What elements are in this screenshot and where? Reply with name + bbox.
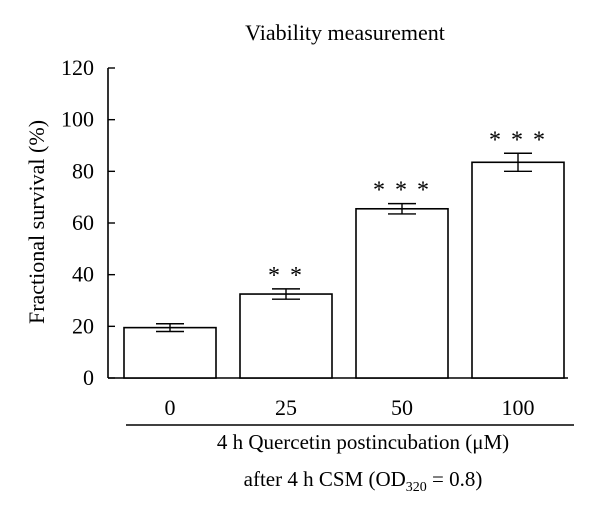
y-tick-label: 20 bbox=[72, 313, 94, 338]
x-tick-label-25: 25 bbox=[275, 395, 297, 420]
bar-100 bbox=[471, 161, 565, 379]
x-axis-label-line1-text: 4 h Quercetin postincubation (μM) bbox=[217, 430, 509, 454]
y-tick-label: 120 bbox=[61, 55, 94, 80]
x-axis-label-line2: after 4 h CSM (OD320 = 0.8) bbox=[244, 467, 483, 495]
y-tick-label: 40 bbox=[72, 262, 94, 287]
y-axis-label: Fractional survival (%) bbox=[24, 120, 49, 324]
x-tick-label-100: 100 bbox=[502, 395, 535, 420]
bar-50 bbox=[355, 207, 449, 379]
x-axis-label-line1: 4 h Quercetin postincubation (μM) bbox=[217, 430, 509, 454]
y-tick-label: 80 bbox=[72, 158, 94, 183]
x-axis-label-line2-subscript: 320 bbox=[406, 480, 427, 495]
x-tick-label-0: 0 bbox=[165, 395, 176, 420]
x-axis-label-line2-suffix: = 0.8) bbox=[427, 467, 483, 491]
y-tick-label: 100 bbox=[61, 107, 94, 132]
bar-0 bbox=[123, 326, 217, 379]
plot-area: 0 20 40 60 80 100 120 0 * * 25 * * * 50 * * * 100 bbox=[61, 55, 574, 426]
significance-marker-50: * * * bbox=[373, 178, 431, 204]
significance-marker-100: * * * bbox=[489, 127, 547, 153]
significance-marker-25: * * bbox=[268, 263, 304, 289]
y-tick-label: 0 bbox=[83, 365, 94, 390]
x-axis-label-line2-prefix: after 4 h CSM (OD bbox=[244, 467, 406, 491]
x-tick-label-50: 50 bbox=[391, 395, 413, 420]
chart-title: Viability measurement bbox=[245, 20, 445, 45]
y-tick-label: 60 bbox=[72, 210, 94, 235]
bar-25 bbox=[239, 293, 333, 379]
